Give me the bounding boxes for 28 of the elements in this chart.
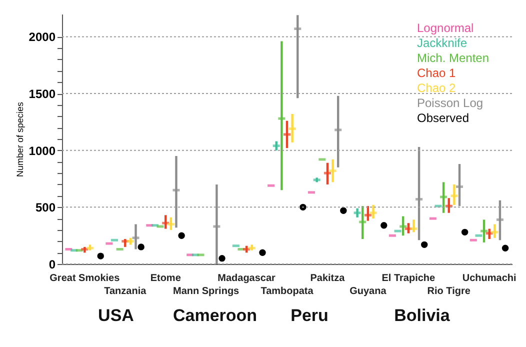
x-tick-label: Great Smokies bbox=[50, 273, 120, 284]
y-tick-label: 0 bbox=[48, 258, 56, 272]
y-tick-label: 1500 bbox=[28, 87, 56, 102]
text: Chao 1 bbox=[417, 66, 456, 80]
x-tick-label: El Trapiche bbox=[382, 273, 436, 284]
x-tick-label: Pakitza bbox=[310, 273, 346, 284]
text: Lognormal bbox=[417, 21, 474, 35]
y-axis-title: Number of species bbox=[14, 101, 25, 178]
x-tick-label: Tambopata bbox=[260, 286, 314, 297]
x-tick-label: Mann Springs bbox=[173, 286, 240, 297]
text: Bolivia bbox=[394, 306, 450, 325]
text: Peru bbox=[290, 306, 328, 325]
x-tick-label: Uchumachi bbox=[462, 273, 517, 284]
text: Chao 2 bbox=[417, 81, 456, 95]
text: USA bbox=[98, 306, 134, 325]
text: Cameroon bbox=[172, 306, 258, 325]
x-tick-label: Tanzania bbox=[104, 286, 147, 297]
x-tick-label: Madagascar bbox=[218, 273, 276, 284]
text: Mich. Menten bbox=[417, 51, 490, 65]
text: Observed bbox=[417, 111, 470, 125]
text: Jackknife bbox=[417, 36, 468, 50]
x-tick-label: Guyana bbox=[350, 286, 387, 297]
text: Poisson Log bbox=[417, 96, 484, 110]
y-tick-label: 1000 bbox=[28, 144, 56, 158]
x-tick-label: Etome bbox=[150, 273, 182, 284]
y-tick-label: 2000 bbox=[28, 30, 56, 44]
y-tick-label: 500 bbox=[35, 200, 56, 215]
x-tick-label: Rio Tigre bbox=[427, 286, 471, 297]
